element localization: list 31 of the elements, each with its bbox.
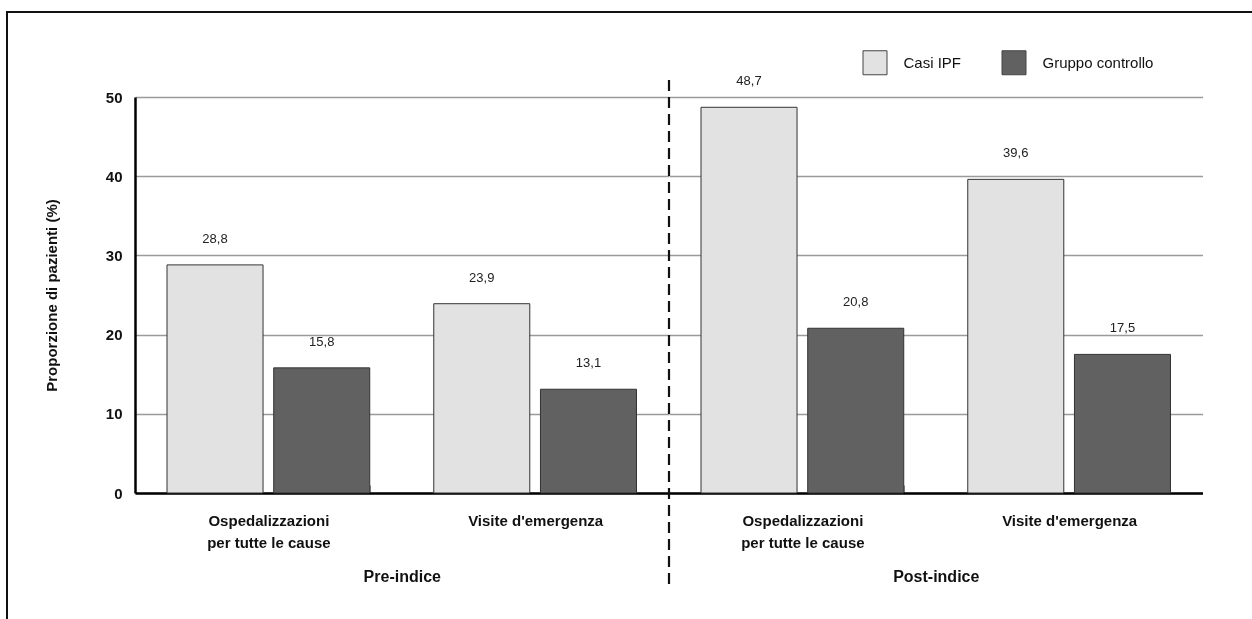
bar <box>806 327 904 494</box>
y-tick-label: 10 <box>105 405 123 423</box>
bar <box>700 106 798 494</box>
y-tick-label: 50 <box>105 88 123 106</box>
y-tick-label: 40 <box>105 167 123 185</box>
x-axis-title: Post-indice <box>892 567 979 585</box>
data-label: 48,7 <box>735 73 762 89</box>
bar <box>166 264 264 494</box>
bar <box>1073 353 1171 494</box>
data-label: 20,8 <box>842 294 868 310</box>
x-tick-label: Ospedalizzazioni per tutte le cause <box>207 511 331 551</box>
x-tick-label: Visite d'emergenza <box>1001 511 1138 529</box>
bar <box>966 178 1064 494</box>
y-tick-label: 30 <box>105 246 123 264</box>
data-label: 17,5 <box>1109 320 1135 336</box>
bar <box>539 388 637 494</box>
legend-label: Gruppo controllo <box>1042 53 1153 71</box>
x-tick-label: Ospedalizzazioni per tutte le cause <box>740 511 865 551</box>
data-label: 23,9 <box>469 269 495 285</box>
data-label: 28,8 <box>202 230 228 246</box>
x-axis-title: Pre-indice <box>363 567 442 585</box>
y-tick-label: 20 <box>105 326 123 344</box>
data-label: 39,6 <box>1002 145 1028 161</box>
y-tick-label: 0 <box>114 484 123 502</box>
legend-label: Casi IPF <box>903 53 961 71</box>
data-label: 15,8 <box>309 333 335 349</box>
y-axis-title: Proporzione di pazienti (%) <box>42 199 60 392</box>
data-label: 13,1 <box>575 355 602 371</box>
bar <box>273 367 371 494</box>
bar <box>433 303 531 494</box>
x-tick-label: Visite d'emergenza <box>468 511 604 529</box>
